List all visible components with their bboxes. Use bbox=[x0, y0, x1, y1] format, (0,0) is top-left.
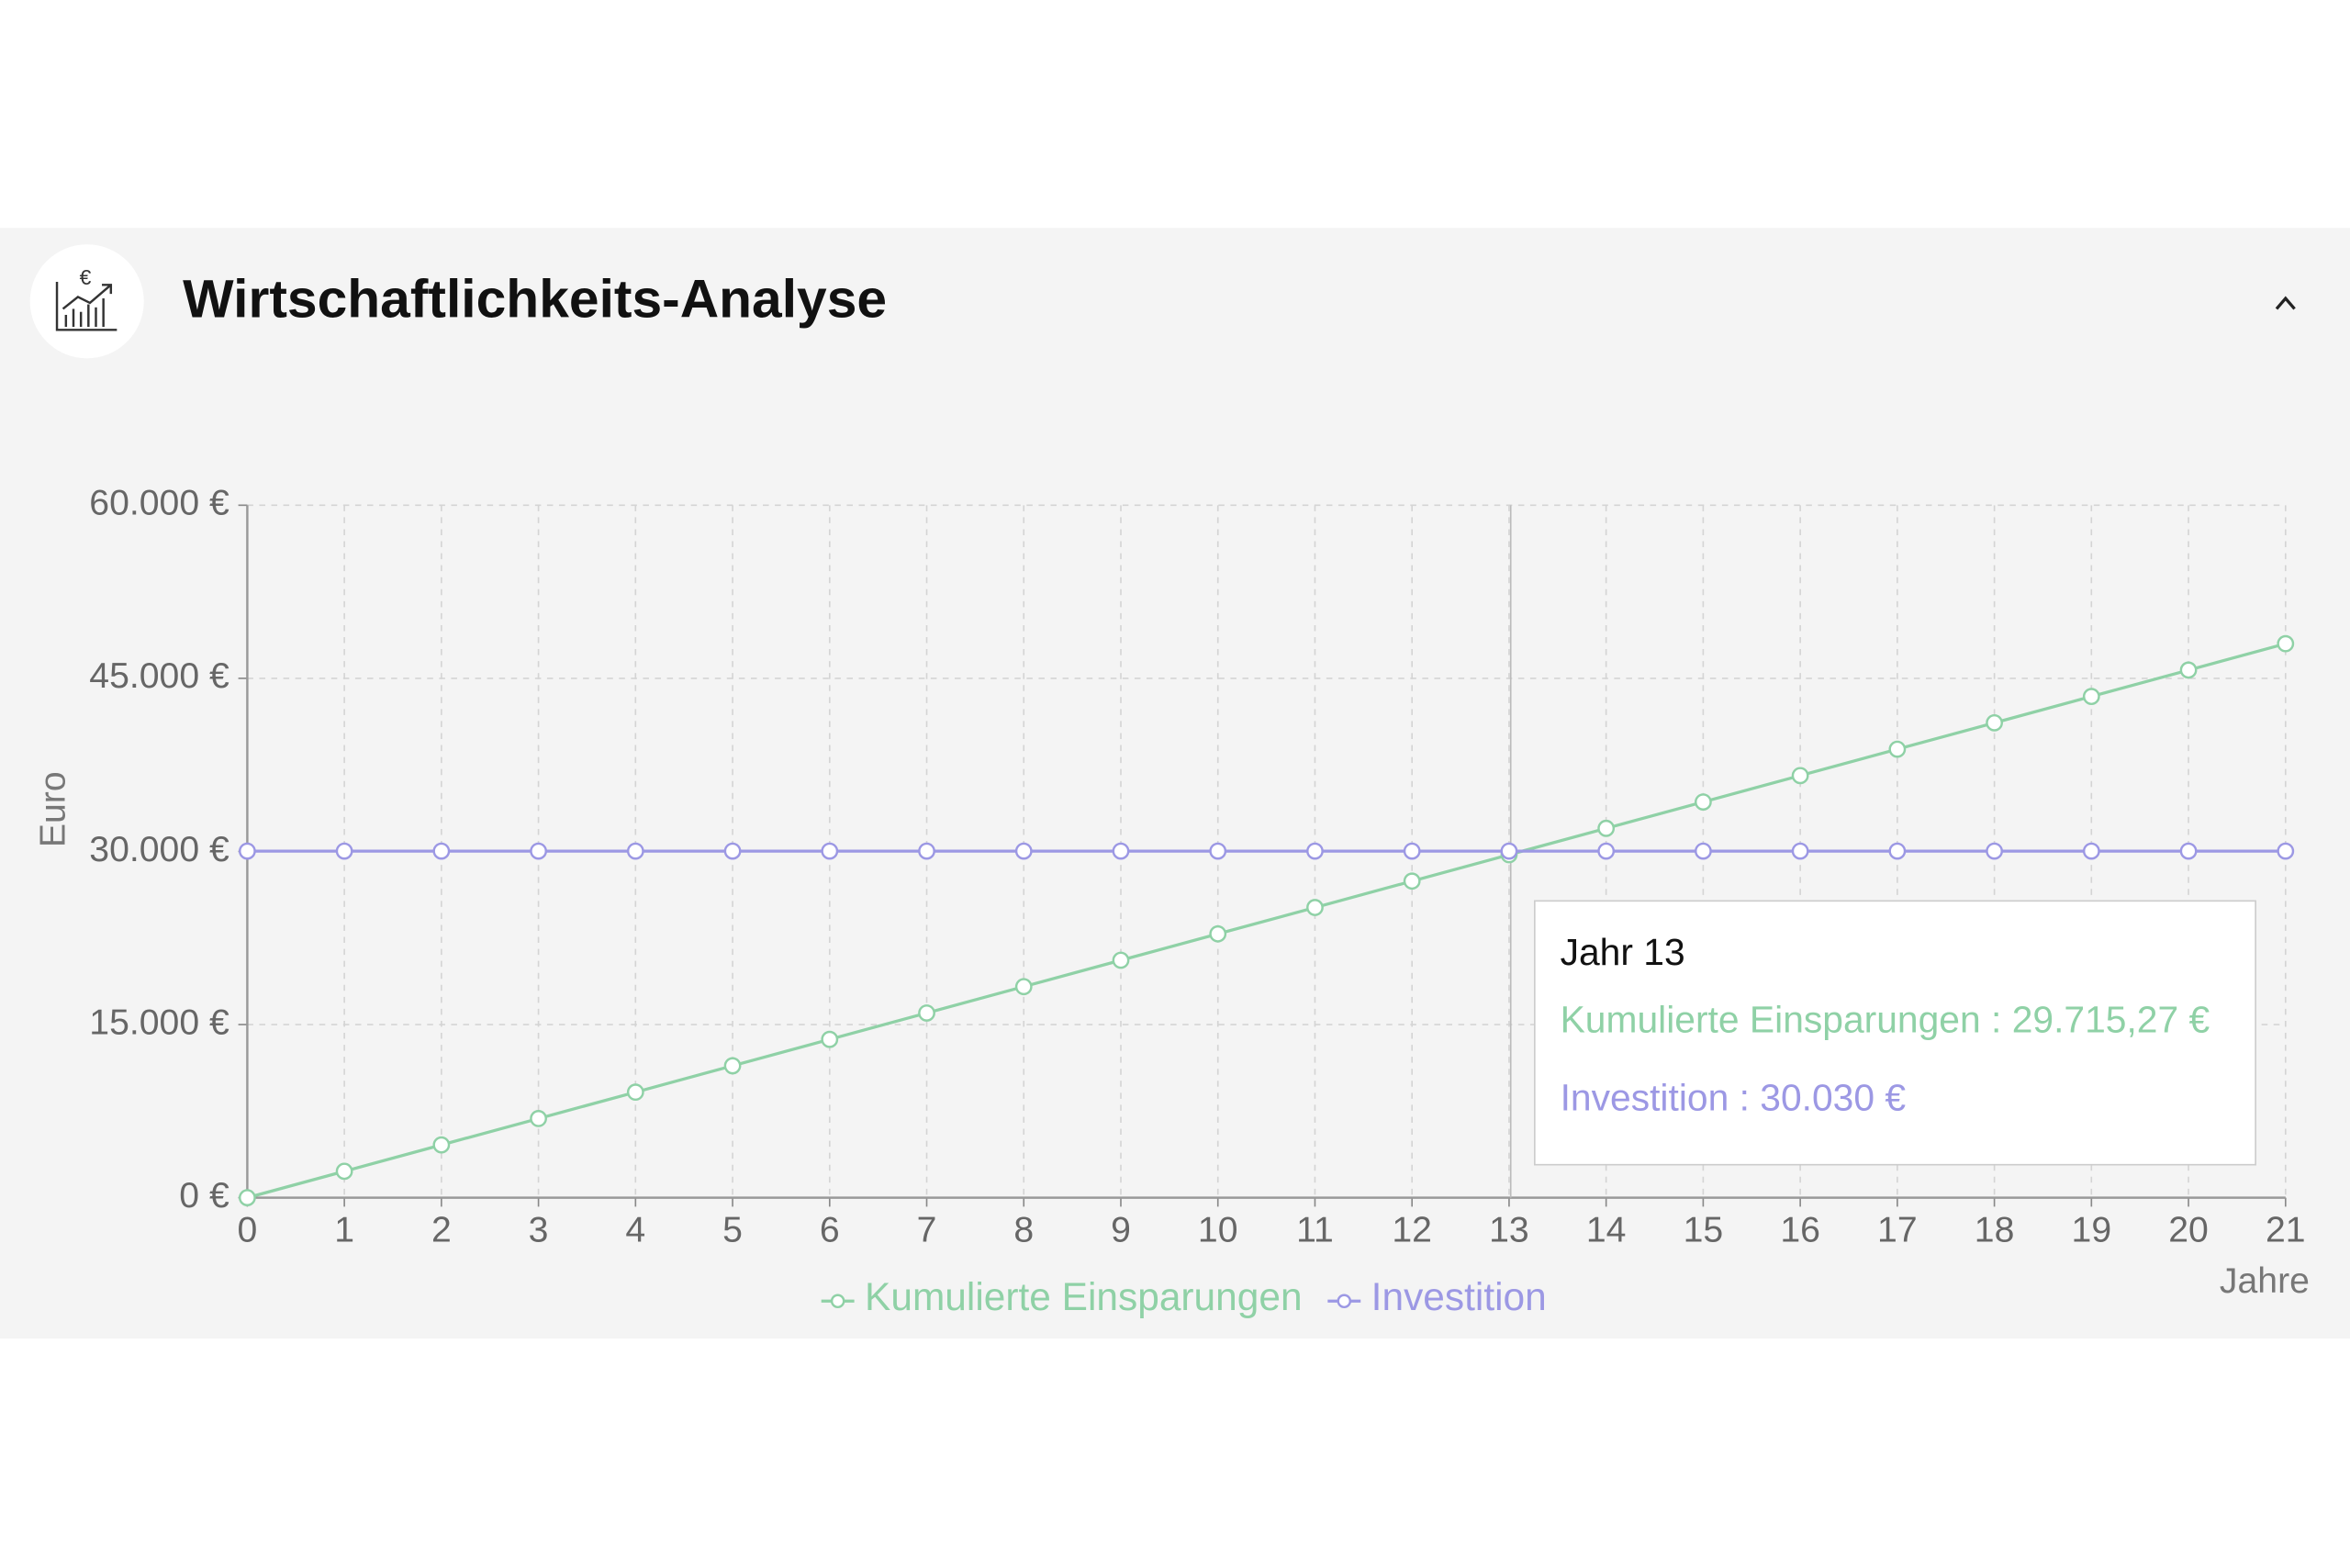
data-point bbox=[239, 1189, 256, 1206]
data-point bbox=[1112, 951, 1130, 969]
data-point bbox=[2082, 842, 2100, 860]
data-point bbox=[1014, 842, 1033, 860]
data-point bbox=[2179, 661, 2198, 679]
x-tick-label: 0 bbox=[237, 1211, 257, 1250]
x-tick-label: 13 bbox=[1489, 1211, 1529, 1250]
data-point bbox=[1597, 819, 1616, 837]
tooltip-title: Jahr 13 bbox=[1561, 931, 1685, 973]
x-tick-label: 15 bbox=[1684, 1211, 1724, 1250]
data-point bbox=[2082, 688, 2100, 706]
data-point bbox=[1209, 924, 1227, 943]
x-tick-label: 17 bbox=[1877, 1211, 1918, 1250]
section-title: Wirtschaftlichkeits-Analyse bbox=[183, 269, 887, 329]
data-point bbox=[1888, 842, 1907, 860]
x-tick-label: 4 bbox=[625, 1211, 645, 1250]
x-axis-label: Jahre bbox=[2220, 1261, 2310, 1301]
data-point bbox=[821, 1030, 839, 1048]
y-axis-label: Euro bbox=[34, 771, 73, 847]
y-tick-label: 60.000 € bbox=[89, 484, 229, 523]
data-point bbox=[2277, 634, 2295, 653]
icon: € bbox=[55, 265, 118, 331]
data-point bbox=[723, 842, 742, 860]
x-tick-label: 7 bbox=[917, 1211, 937, 1250]
series-line bbox=[246, 642, 2287, 1200]
y-tick-label: 0 € bbox=[179, 1176, 229, 1215]
data-point bbox=[1403, 872, 1421, 890]
data-point bbox=[432, 842, 451, 860]
legend-marker bbox=[1337, 1294, 1352, 1309]
data-point bbox=[335, 1162, 353, 1181]
data-point bbox=[1403, 842, 1421, 860]
data-point bbox=[918, 1004, 935, 1022]
data-point bbox=[626, 842, 644, 860]
y-tick-label: 30.000 € bbox=[89, 830, 229, 869]
x-tick-label: 11 bbox=[1296, 1211, 1334, 1250]
data-point bbox=[723, 1057, 742, 1075]
x-tick-label: 9 bbox=[1111, 1211, 1131, 1250]
x-tick-label: 1 bbox=[334, 1211, 354, 1250]
tooltip-line: Investition : 30.030 € bbox=[1561, 1076, 1907, 1118]
data-point bbox=[1209, 842, 1227, 860]
data-point bbox=[1986, 713, 2003, 732]
data-point bbox=[1791, 767, 1809, 785]
x-tick-label: 5 bbox=[722, 1211, 743, 1250]
collapse-button[interactable] bbox=[2275, 296, 2296, 310]
data-point bbox=[1888, 740, 1907, 758]
data-point bbox=[1695, 793, 1712, 811]
svg-text:€: € bbox=[80, 265, 92, 289]
chart: 0 1 2 3 4 5 6 7 8 9 10 11 12 13 14 15 16 17 18 19 20 210 €15.… bbox=[34, 484, 2310, 1318]
x-tick-label: 16 bbox=[1780, 1211, 1820, 1250]
legend: Kumulierte Einsparungen Investition bbox=[821, 1275, 1547, 1318]
x-tick-label: 2 bbox=[431, 1211, 452, 1250]
data-point bbox=[626, 1083, 644, 1102]
legend-label: Kumulierte Einsparungen bbox=[865, 1275, 1303, 1318]
x-tick-label: 21 bbox=[2266, 1211, 2306, 1250]
data-point bbox=[1695, 842, 1712, 860]
data-point bbox=[2277, 842, 2295, 860]
x-tick-label: 12 bbox=[1392, 1211, 1432, 1250]
x-tick-label: 8 bbox=[1013, 1211, 1034, 1250]
legend-label: Investition bbox=[1371, 1275, 1547, 1318]
data-point bbox=[1791, 842, 1809, 860]
data-point bbox=[432, 1136, 451, 1154]
x-tick-label: 14 bbox=[1586, 1211, 1627, 1250]
x-tick-label: 10 bbox=[1198, 1211, 1238, 1250]
x-tick-label: 6 bbox=[820, 1211, 840, 1250]
x-tick-label: 20 bbox=[2168, 1211, 2209, 1250]
data-point bbox=[1306, 842, 1324, 860]
data-point bbox=[335, 842, 353, 860]
data-point bbox=[1014, 978, 1033, 996]
tooltip: Jahr 13 Kumulierte Einsparungen : 29.715,… bbox=[1534, 900, 2256, 1166]
data-point bbox=[530, 842, 547, 860]
data-point bbox=[1986, 842, 2003, 860]
data-point bbox=[1500, 842, 1518, 860]
x-tick-label: 3 bbox=[529, 1211, 549, 1250]
data-point bbox=[1597, 842, 1616, 860]
data-point bbox=[918, 842, 935, 860]
data-point bbox=[530, 1110, 547, 1127]
y-tick-label: 15.000 € bbox=[89, 1002, 229, 1042]
y-tick-label: 45.000 € bbox=[89, 656, 229, 696]
data-point bbox=[239, 842, 256, 860]
tooltip-line: Kumulierte Einsparungen : 29.715,27 € bbox=[1561, 998, 2210, 1040]
data-point bbox=[1306, 899, 1324, 916]
tooltip-box bbox=[1534, 900, 2256, 1166]
x-tick-label: 18 bbox=[1975, 1211, 2015, 1250]
legend-marker bbox=[830, 1294, 845, 1309]
data-point bbox=[1112, 842, 1130, 860]
data-point bbox=[2179, 842, 2198, 860]
x-tick-label: 19 bbox=[2072, 1211, 2112, 1250]
data-point bbox=[821, 842, 839, 860]
